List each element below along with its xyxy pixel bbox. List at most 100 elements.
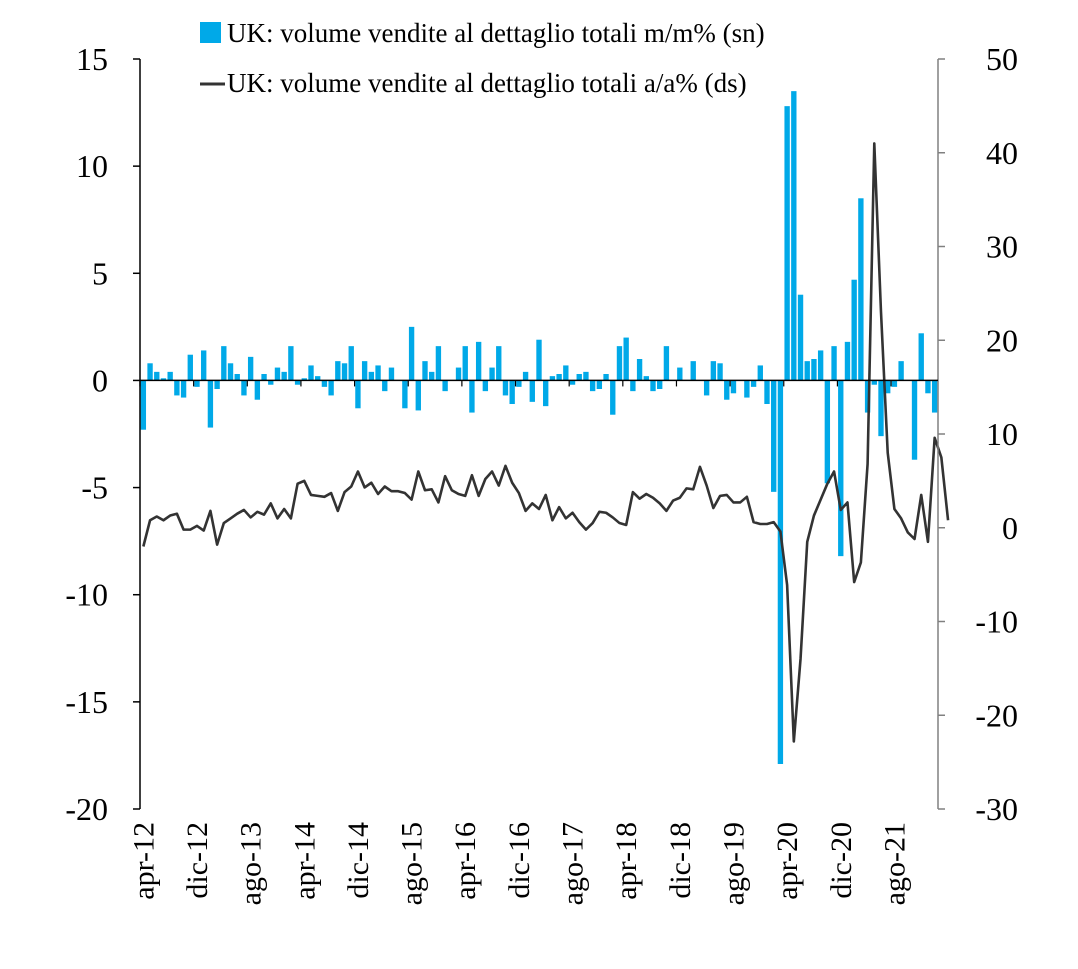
legend-bar-swatch bbox=[200, 22, 221, 43]
bar bbox=[590, 380, 595, 391]
bar bbox=[623, 338, 628, 381]
bar bbox=[442, 380, 447, 391]
right-tick-label: 0 bbox=[1002, 510, 1018, 546]
bar bbox=[664, 346, 669, 380]
right-tick-label: 40 bbox=[986, 135, 1018, 171]
left-axis-ticks: 151050-5-10-15-20 bbox=[65, 41, 140, 827]
x-tick-label: ago-21 bbox=[878, 822, 911, 905]
bar bbox=[194, 380, 199, 386]
bar bbox=[657, 380, 662, 389]
bar bbox=[174, 380, 179, 395]
bar bbox=[335, 361, 340, 380]
bar bbox=[717, 363, 722, 380]
right-tick-label: 30 bbox=[986, 229, 1018, 265]
bar bbox=[523, 372, 528, 381]
bar bbox=[711, 361, 716, 380]
bar bbox=[147, 363, 152, 380]
bar bbox=[201, 350, 206, 380]
bar bbox=[764, 380, 769, 404]
left-tick-label: -5 bbox=[81, 470, 108, 506]
bar bbox=[932, 380, 937, 412]
bar bbox=[925, 380, 930, 393]
bar bbox=[214, 380, 219, 389]
left-tick-label: 10 bbox=[76, 148, 108, 184]
bar bbox=[831, 346, 836, 380]
bar bbox=[778, 380, 783, 764]
bar bbox=[509, 380, 514, 404]
bar bbox=[375, 365, 380, 380]
bar bbox=[610, 380, 615, 414]
bar bbox=[322, 380, 327, 386]
bar bbox=[805, 361, 810, 380]
legend-bar-label: UK: volume vendite al dettaglio totali m… bbox=[227, 18, 765, 48]
right-axis-ticks: 50 40 30 20 10 0 -10 -20 -30 bbox=[938, 41, 1018, 827]
bar bbox=[556, 374, 561, 380]
bar bbox=[744, 380, 749, 397]
bar bbox=[758, 365, 763, 380]
bar bbox=[503, 380, 508, 395]
bar bbox=[349, 346, 354, 380]
bar bbox=[456, 368, 461, 381]
bar bbox=[463, 346, 468, 380]
bar bbox=[597, 380, 602, 389]
x-tick-label: ago-17 bbox=[557, 822, 590, 905]
bar bbox=[811, 359, 816, 380]
legend: UK: volume vendite al dettaglio totali m… bbox=[200, 18, 765, 98]
bar bbox=[489, 368, 494, 381]
bar bbox=[751, 380, 756, 386]
bar bbox=[838, 380, 843, 556]
bar bbox=[328, 380, 333, 395]
bar bbox=[637, 359, 642, 380]
x-tick-label: dic-14 bbox=[342, 822, 375, 899]
left-tick-label: -20 bbox=[65, 791, 108, 827]
bar bbox=[516, 380, 521, 386]
bar bbox=[422, 361, 427, 380]
bar bbox=[235, 374, 240, 380]
bar bbox=[543, 380, 548, 406]
bar bbox=[650, 380, 655, 391]
bar bbox=[255, 380, 260, 399]
bar bbox=[476, 342, 481, 381]
x-tick-label: ago-13 bbox=[235, 822, 268, 905]
bar bbox=[496, 346, 501, 380]
bar bbox=[382, 380, 387, 391]
bar bbox=[436, 346, 441, 380]
bar bbox=[248, 357, 253, 381]
x-tick-label: apr-14 bbox=[288, 822, 321, 900]
bar bbox=[731, 380, 736, 393]
bar bbox=[261, 374, 266, 380]
right-tick-label: -20 bbox=[975, 697, 1018, 733]
bar bbox=[845, 342, 850, 381]
x-tick-label: apr-18 bbox=[610, 822, 643, 900]
bar bbox=[563, 365, 568, 380]
bar bbox=[603, 374, 608, 380]
x-tick-label: dic-20 bbox=[825, 822, 858, 899]
bar bbox=[342, 363, 347, 380]
left-tick-label: 15 bbox=[76, 41, 108, 77]
x-tick-label: ago-19 bbox=[717, 822, 750, 905]
left-tick-label: -15 bbox=[65, 684, 108, 720]
bar bbox=[288, 346, 293, 380]
left-tick-label: 5 bbox=[92, 255, 108, 291]
bar bbox=[221, 346, 226, 380]
bar bbox=[898, 361, 903, 380]
bar bbox=[771, 380, 776, 491]
legend-line-label: UK: volume vendite al dettaglio totali a… bbox=[227, 68, 747, 98]
bar bbox=[208, 380, 213, 427]
chart: 151050-5-10-15-20 50403020100-10-20-30 a… bbox=[0, 0, 1078, 969]
right-tick-label: 50 bbox=[986, 41, 1018, 77]
bar bbox=[389, 368, 394, 381]
bar bbox=[416, 380, 421, 410]
bar bbox=[181, 380, 186, 397]
bar bbox=[369, 372, 374, 381]
bar bbox=[228, 363, 233, 380]
bar bbox=[677, 368, 682, 381]
x-tick-label: dic-18 bbox=[664, 822, 697, 899]
left-tick-label: -10 bbox=[65, 577, 108, 613]
bar bbox=[241, 380, 246, 395]
x-axis-ticks: apr-12 dic-12 ago-13 apr-14 dic-14 ago-15 apr-… bbox=[127, 380, 911, 905]
bar bbox=[798, 295, 803, 381]
bar bbox=[858, 198, 863, 380]
bar bbox=[409, 327, 414, 381]
bar bbox=[308, 365, 313, 380]
